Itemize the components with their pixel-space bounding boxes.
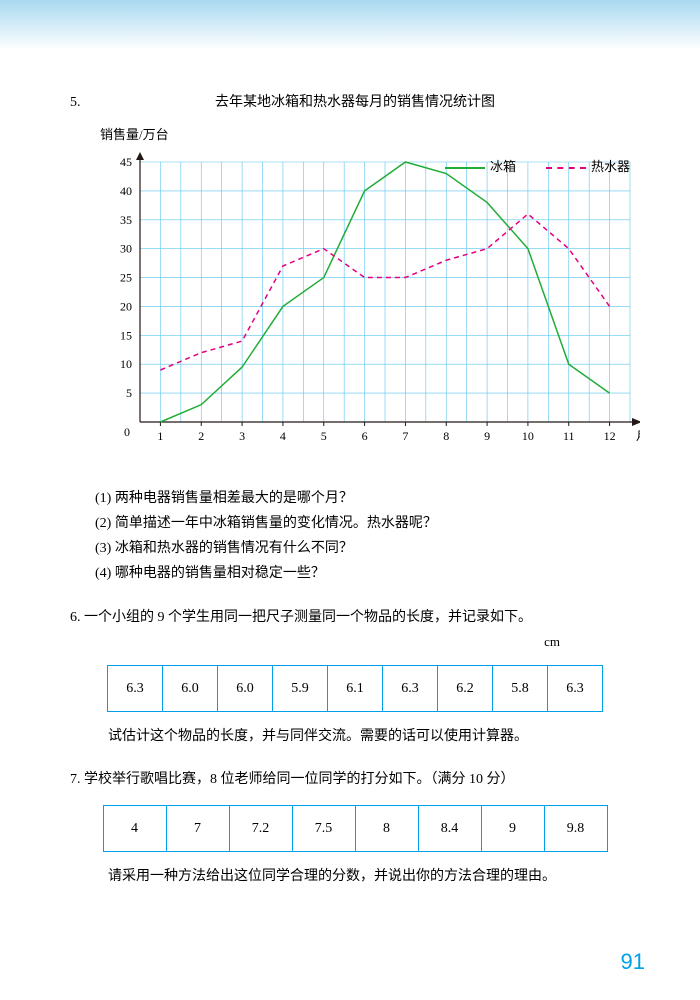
svg-text:12: 12 (604, 429, 616, 443)
q5-subquestions: (1) 两种电器销售量相差最大的是哪个月？ (2) 简单描述一年中冰箱销售量的变… (95, 486, 640, 587)
table-cell: 5.9 (273, 666, 328, 712)
svg-text:4: 4 (280, 429, 286, 443)
table-cell: 6.3 (383, 666, 438, 712)
q5-sub4: (4) 哪种电器的销售量相对稳定一些？ (95, 561, 640, 586)
legend-heater: 热水器 (546, 155, 630, 178)
q7-text: 学校举行歌唱比赛，8 位老师给同一位同学的打分如下。（满分 10 分） (84, 772, 515, 787)
page-gradient (0, 0, 700, 50)
table-cell: 6.2 (438, 666, 493, 712)
q6-after: 试估计这个物品的长度，并与同伴交流。需要的话可以使用计算器。 (80, 724, 640, 749)
svg-text:2: 2 (198, 429, 204, 443)
svg-text:35: 35 (120, 212, 132, 226)
table-cell: 7.5 (292, 805, 355, 851)
svg-text:20: 20 (120, 299, 132, 313)
table-cell: 9.8 (544, 805, 607, 851)
svg-text:10: 10 (120, 357, 132, 371)
svg-text:30: 30 (120, 241, 132, 255)
page-number: 91 (621, 949, 645, 975)
svg-text:40: 40 (120, 183, 132, 197)
q5-sub1: (1) 两种电器销售量相差最大的是哪个月？ (95, 486, 640, 511)
chart-title: 去年某地冰箱和热水器每月的销售情况统计图 (70, 90, 640, 115)
table-cell: 8.4 (418, 805, 481, 851)
svg-text:7: 7 (402, 429, 408, 443)
table-cell: 6.0 (163, 666, 218, 712)
svg-text:45: 45 (120, 155, 132, 169)
svg-text:1: 1 (157, 429, 163, 443)
svg-text:10: 10 (522, 429, 534, 443)
svg-text:月份: 月份 (636, 429, 640, 443)
legend-fridge: 冰箱 (445, 155, 516, 178)
table-cell: 8 (355, 805, 418, 851)
q6-number: 6. (70, 610, 81, 625)
table-cell: 7 (166, 805, 229, 851)
q5-sub2: (2) 简单描述一年中冰箱销售量的变化情况。热水器呢？ (95, 511, 640, 536)
table-cell: 7.2 (229, 805, 292, 851)
page-content: 5. 去年某地冰箱和热水器每月的销售情况统计图 销售量/万台 冰箱 热水器 5 1… (0, 50, 700, 909)
table-cell: 6.3 (108, 666, 163, 712)
table-cell: 4 (103, 805, 166, 851)
q7-after: 请采用一种方法给出这位同学合理的分数，并说出你的方法合理的理由。 (80, 864, 640, 889)
svg-text:5: 5 (126, 386, 132, 400)
table-cell: 6.3 (548, 666, 603, 712)
q7-number: 7. (70, 772, 81, 787)
question-6: 6. 一个小组的 9 个学生用同一把尺子测量同一个物品的长度，并记录如下。 cm… (70, 605, 640, 750)
table-cell: 6.1 (328, 666, 383, 712)
svg-text:3: 3 (239, 429, 245, 443)
table-cell: 5.8 (493, 666, 548, 712)
svg-text:15: 15 (120, 328, 132, 342)
svg-text:0: 0 (124, 425, 130, 439)
q7-table: 477.27.588.499.8 (103, 805, 608, 852)
chart-svg: 510152025303540450123456789101112月份 (100, 152, 640, 462)
q6-unit: cm (70, 630, 560, 653)
q5-number: 5. (70, 90, 81, 115)
svg-text:25: 25 (120, 270, 132, 284)
q5-sub3: (3) 冰箱和热水器的销售情况有什么不同？ (95, 536, 640, 561)
svg-text:8: 8 (443, 429, 449, 443)
q6-text: 一个小组的 9 个学生用同一把尺子测量同一个物品的长度，并记录如下。 (84, 610, 532, 625)
y-axis-label: 销售量/万台 (100, 123, 640, 146)
svg-text:11: 11 (563, 429, 575, 443)
table-cell: 9 (481, 805, 544, 851)
q6-table: 6.36.06.05.96.16.36.25.86.3 (107, 665, 603, 712)
svg-text:9: 9 (484, 429, 490, 443)
table-cell: 6.0 (218, 666, 273, 712)
line-chart: 510152025303540450123456789101112月份 (100, 152, 640, 471)
chart-legend: 冰箱 热水器 (445, 155, 630, 178)
svg-text:6: 6 (362, 429, 368, 443)
question-7: 7. 学校举行歌唱比赛，8 位老师给同一位同学的打分如下。（满分 10 分） 4… (70, 767, 640, 889)
svg-text:5: 5 (321, 429, 327, 443)
